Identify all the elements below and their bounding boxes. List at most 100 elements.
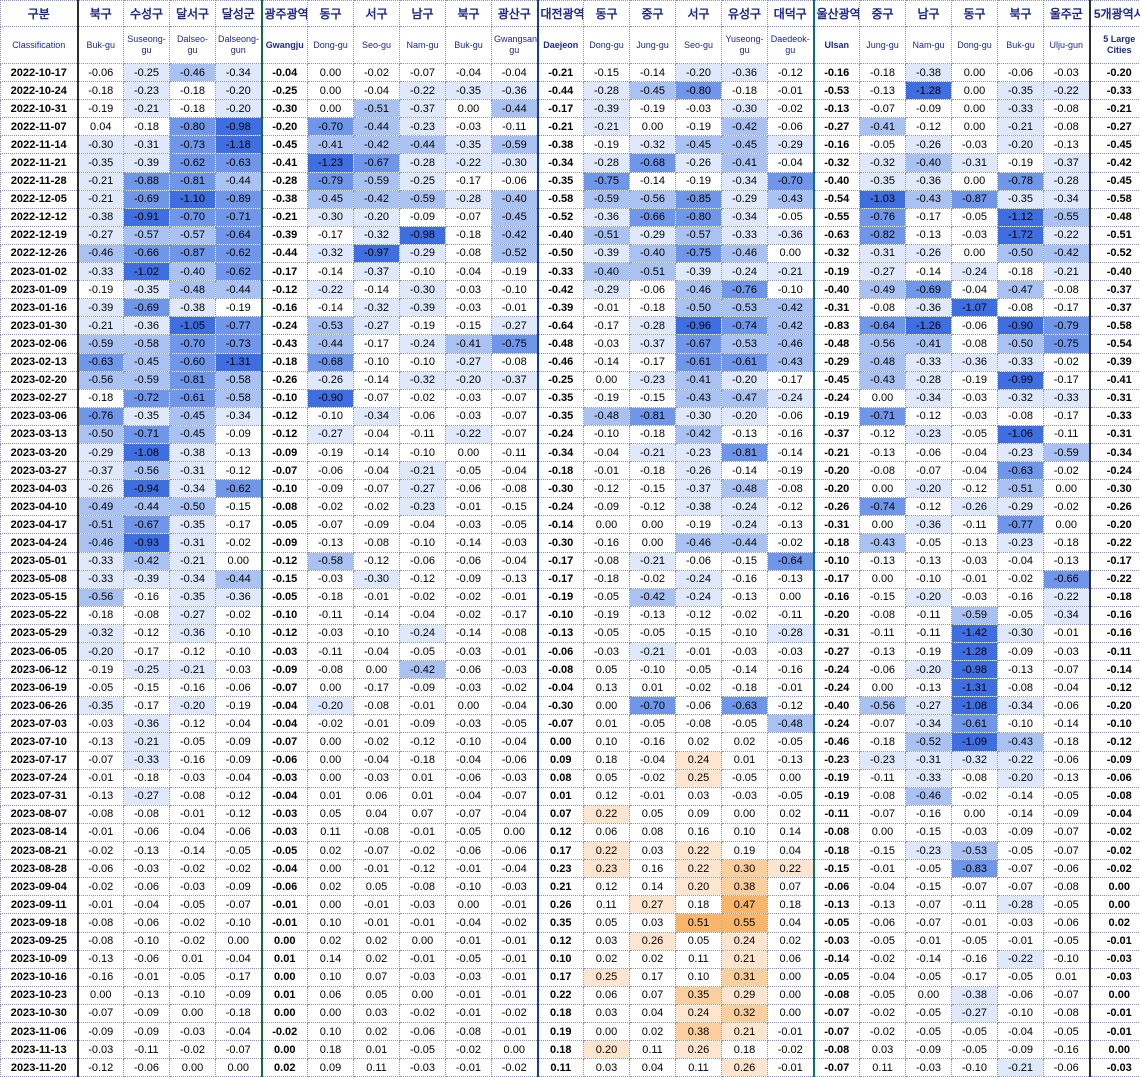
value-cell: -0.03 <box>308 570 354 588</box>
row-date: 2023-04-10 <box>1 498 78 516</box>
value-cell: -0.12 <box>78 1059 124 1077</box>
value-cell: -0.61 <box>722 353 768 371</box>
value-cell: -0.08 <box>998 299 1044 317</box>
value-cell: -0.27 <box>400 480 446 498</box>
value-cell: -0.45 <box>1090 136 1140 154</box>
value-cell: -0.01 <box>1090 1004 1140 1022</box>
value-cell: -0.17 <box>814 570 860 588</box>
value-cell: -0.08 <box>1044 100 1090 118</box>
value-cell: 0.00 <box>860 679 906 697</box>
value-cell: -0.33 <box>1090 407 1140 425</box>
column-header-en-1: Buk-gu <box>78 27 124 64</box>
value-cell: -0.48 <box>814 335 860 353</box>
value-cell: -0.06 <box>768 407 814 425</box>
value-cell: -0.06 <box>216 823 262 841</box>
value-cell: 0.18 <box>676 896 722 914</box>
value-cell: -0.20 <box>78 643 124 661</box>
value-cell: 0.09 <box>676 805 722 823</box>
row-date: 2023-01-30 <box>1 317 78 335</box>
value-cell: 0.11 <box>860 1059 906 1077</box>
value-cell: -0.07 <box>814 1059 860 1077</box>
table-row: 2023-03-06-0.76-0.35-0.45-0.34-0.12-0.10… <box>1 407 1140 425</box>
value-cell: -0.24 <box>262 317 308 335</box>
value-cell: -0.09 <box>906 100 952 118</box>
value-cell: 0.02 <box>768 805 814 823</box>
value-cell: -0.03 <box>446 715 492 733</box>
column-header-en-23: 5 Large Cities <box>1090 27 1140 64</box>
column-header-en-12: Dong-gu <box>584 27 630 64</box>
value-cell: -0.67 <box>124 516 170 534</box>
row-date: 2023-09-11 <box>1 896 78 914</box>
value-cell: -0.14 <box>630 64 676 82</box>
value-cell: -0.59 <box>78 335 124 353</box>
value-cell: -0.42 <box>354 136 400 154</box>
value-cell: -0.10 <box>216 643 262 661</box>
value-cell: -0.51 <box>998 480 1044 498</box>
value-cell: -0.13 <box>906 552 952 570</box>
value-cell: -0.23 <box>630 371 676 389</box>
value-cell: -0.43 <box>860 534 906 552</box>
value-cell: -0.12 <box>400 570 446 588</box>
value-cell: -0.19 <box>814 263 860 281</box>
value-cell: -0.27 <box>124 787 170 805</box>
value-cell: -0.19 <box>814 407 860 425</box>
value-cell: -0.07 <box>1044 661 1090 679</box>
value-cell: -0.44 <box>308 335 354 353</box>
value-cell: -0.13 <box>906 226 952 244</box>
value-cell: 0.02 <box>308 878 354 896</box>
value-cell: -0.14 <box>768 443 814 461</box>
value-cell: -0.42 <box>354 190 400 208</box>
value-cell: -0.03 <box>676 100 722 118</box>
value-cell: 0.00 <box>630 516 676 534</box>
value-cell: -0.43 <box>906 190 952 208</box>
value-cell: -0.50 <box>998 244 1044 262</box>
value-cell: -0.10 <box>262 606 308 624</box>
value-cell: -0.36 <box>584 208 630 226</box>
value-cell: -0.04 <box>492 733 538 751</box>
value-cell: -0.58 <box>216 371 262 389</box>
value-cell: -0.04 <box>400 516 446 534</box>
value-cell: -0.43 <box>768 190 814 208</box>
value-cell: -0.02 <box>262 1022 308 1040</box>
value-cell: -0.03 <box>584 335 630 353</box>
value-cell: -0.32 <box>630 136 676 154</box>
value-cell: -0.03 <box>170 1022 216 1040</box>
value-cell: -0.19 <box>676 172 722 190</box>
value-cell: -0.05 <box>814 914 860 932</box>
value-cell: -0.11 <box>814 805 860 823</box>
value-cell: -1.12 <box>998 208 1044 226</box>
value-cell: -0.12 <box>354 552 400 570</box>
value-cell: -0.33 <box>124 751 170 769</box>
value-cell: -0.19 <box>814 787 860 805</box>
value-cell: -0.16 <box>814 136 860 154</box>
value-cell: -0.16 <box>170 679 216 697</box>
value-cell: 0.02 <box>722 733 768 751</box>
value-cell: -0.15 <box>124 679 170 697</box>
table-row: 2023-02-20-0.56-0.59-0.81-0.58-0.26-0.26… <box>1 371 1140 389</box>
value-cell: -0.01 <box>492 588 538 606</box>
value-cell: -0.17 <box>124 643 170 661</box>
value-cell: 0.11 <box>354 1059 400 1077</box>
value-cell: -0.16 <box>170 751 216 769</box>
value-cell: -0.46 <box>78 244 124 262</box>
value-cell: -0.83 <box>952 860 998 878</box>
value-cell: -0.32 <box>814 154 860 172</box>
value-cell: -0.09 <box>400 715 446 733</box>
value-cell: -0.01 <box>584 299 630 317</box>
value-cell: -0.15 <box>630 480 676 498</box>
row-date: 2023-04-24 <box>1 534 78 552</box>
table-row: 2023-03-13-0.50-0.71-0.45-0.09-0.12-0.27… <box>1 425 1140 443</box>
value-cell: -0.16 <box>722 570 768 588</box>
value-cell: -0.01 <box>998 932 1044 950</box>
row-date: 2023-05-01 <box>1 552 78 570</box>
value-cell: -0.40 <box>538 226 584 244</box>
value-cell: 0.05 <box>308 805 354 823</box>
value-cell: -0.06 <box>860 914 906 932</box>
value-cell: -0.06 <box>492 842 538 860</box>
value-cell: -0.02 <box>676 679 722 697</box>
value-cell: -0.17 <box>538 552 584 570</box>
value-cell: 0.02 <box>308 932 354 950</box>
value-cell: 0.01 <box>308 787 354 805</box>
value-cell: 0.00 <box>584 371 630 389</box>
